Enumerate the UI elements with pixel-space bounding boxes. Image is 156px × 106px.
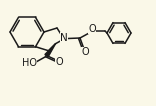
Polygon shape <box>45 44 56 57</box>
Text: O: O <box>88 24 96 34</box>
Text: O: O <box>81 47 89 57</box>
Text: HO: HO <box>22 58 37 68</box>
Text: O: O <box>56 57 63 67</box>
Text: N: N <box>60 33 68 43</box>
